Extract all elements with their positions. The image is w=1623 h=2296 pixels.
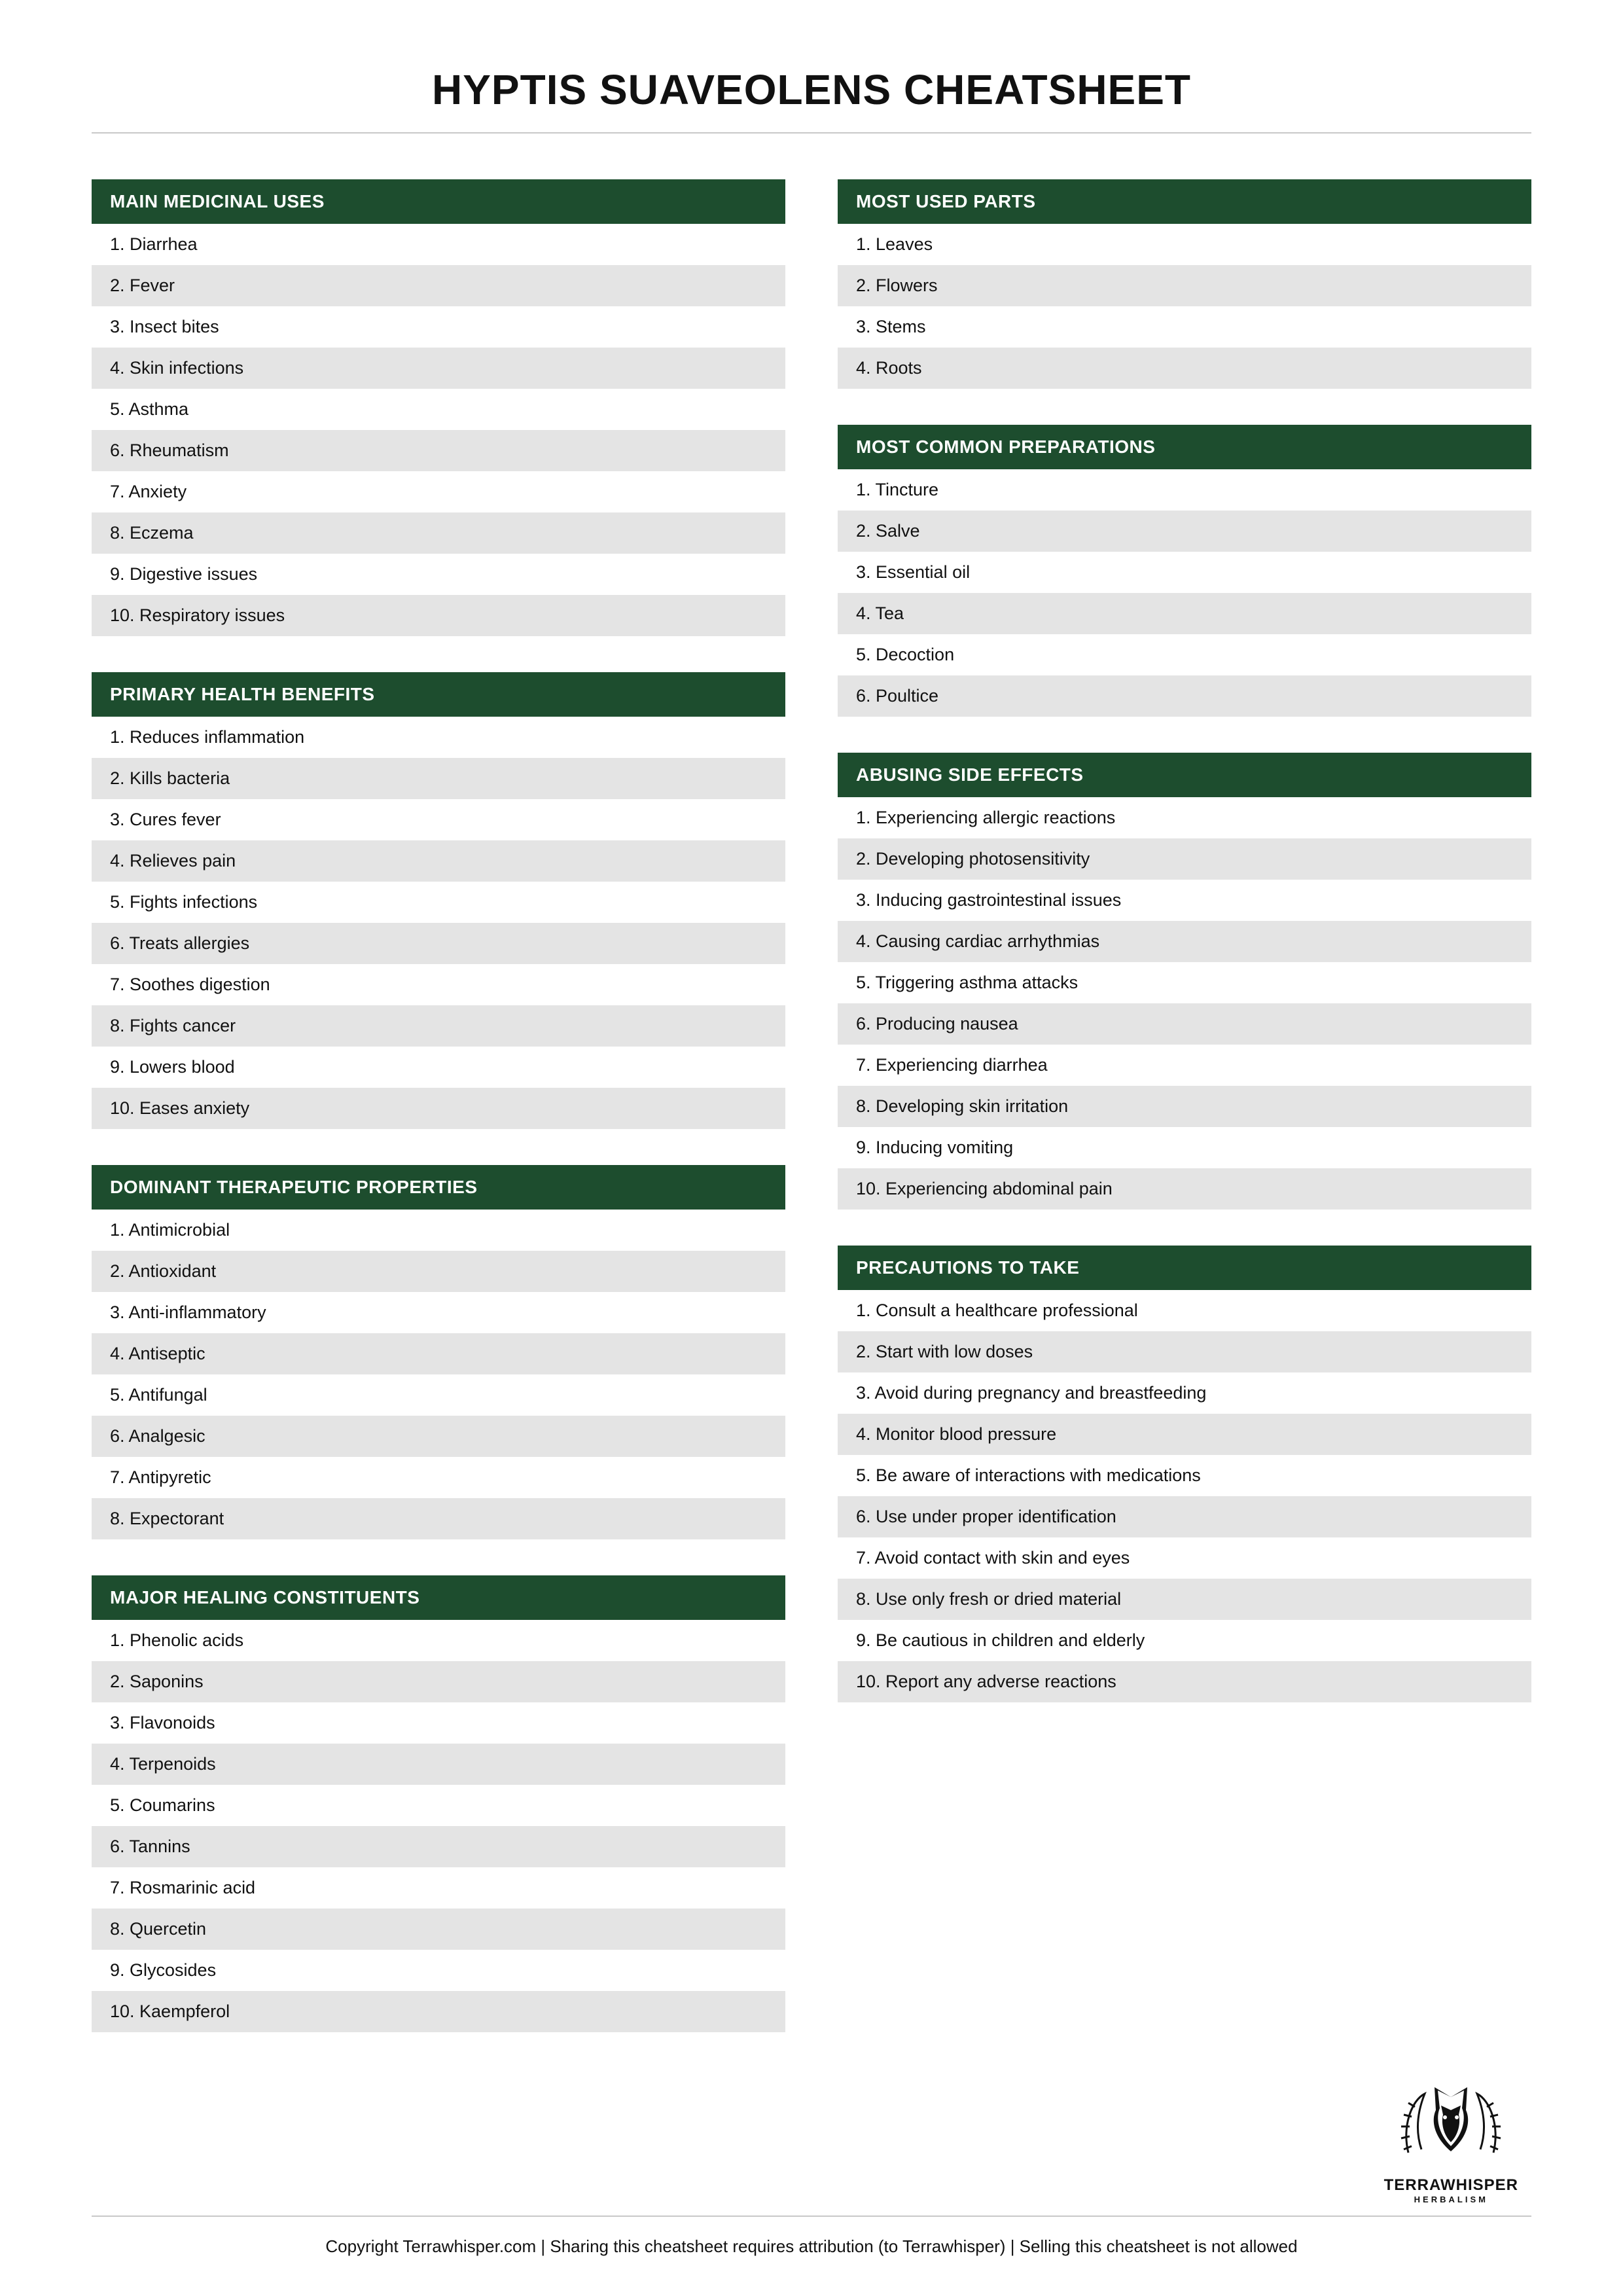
list-item: 10. Kaempferol	[92, 1991, 785, 2032]
list-item: 9. Glycosides	[92, 1950, 785, 1991]
list-item: 5. Fights infections	[92, 882, 785, 923]
list-item: 3. Anti-inflammatory	[92, 1292, 785, 1333]
list-item: 4. Roots	[838, 348, 1531, 389]
section: MOST USED PARTS1. Leaves2. Flowers3. Ste…	[838, 179, 1531, 389]
list-item: 8. Use only fresh or dried material	[838, 1579, 1531, 1620]
list-item: 1. Tincture	[838, 469, 1531, 511]
list-item: 6. Use under proper identification	[838, 1496, 1531, 1537]
list-item: 6. Producing nausea	[838, 1003, 1531, 1045]
list-item: 8. Developing skin irritation	[838, 1086, 1531, 1127]
list-item: 6. Poultice	[838, 675, 1531, 717]
list-item: 2. Kills bacteria	[92, 758, 785, 799]
list-item: 10. Respiratory issues	[92, 595, 785, 636]
list-item: 9. Digestive issues	[92, 554, 785, 595]
list-item: 8. Expectorant	[92, 1498, 785, 1539]
list-item: 3. Inducing gastrointestinal issues	[838, 880, 1531, 921]
fox-laurel-icon	[1389, 2074, 1513, 2172]
list-item: 6. Analgesic	[92, 1416, 785, 1457]
list-item: 7. Avoid contact with skin and eyes	[838, 1537, 1531, 1579]
list-item: 1. Experiencing allergic reactions	[838, 797, 1531, 838]
list-item: 7. Antipyretic	[92, 1457, 785, 1498]
section-header: PRECAUTIONS TO TAKE	[838, 1246, 1531, 1290]
list-item: 3. Avoid during pregnancy and breastfeed…	[838, 1372, 1531, 1414]
list-item: 10. Eases anxiety	[92, 1088, 785, 1129]
right-column: MOST USED PARTS1. Leaves2. Flowers3. Ste…	[838, 179, 1531, 2032]
section-header: MAIN MEDICINAL USES	[92, 179, 785, 224]
footer-area: Copyright Terrawhisper.com | Sharing thi…	[92, 2189, 1531, 2257]
list-item: 7. Experiencing diarrhea	[838, 1045, 1531, 1086]
list-item: 3. Stems	[838, 306, 1531, 348]
list-item: 3. Flavonoids	[92, 1702, 785, 1744]
section: MAIN MEDICINAL USES1. Diarrhea2. Fever3.…	[92, 179, 785, 636]
title-divider	[92, 132, 1531, 134]
page-title: HYPTIS SUAVEOLENS CHEATSHEET	[92, 65, 1531, 114]
section: PRECAUTIONS TO TAKE1. Consult a healthca…	[838, 1246, 1531, 1702]
section-header: MOST USED PARTS	[838, 179, 1531, 224]
list-item: 7. Anxiety	[92, 471, 785, 512]
list-item: 3. Essential oil	[838, 552, 1531, 593]
list-item: 2. Flowers	[838, 265, 1531, 306]
section: DOMINANT THERAPEUTIC PROPERTIES1. Antimi…	[92, 1165, 785, 1539]
list-item: 5. Decoction	[838, 634, 1531, 675]
section: PRIMARY HEALTH BENEFITS1. Reduces inflam…	[92, 672, 785, 1129]
list-item: 4. Relieves pain	[92, 840, 785, 882]
list-item: 6. Treats allergies	[92, 923, 785, 964]
list-item: 7. Rosmarinic acid	[92, 1867, 785, 1909]
list-item: 4. Monitor blood pressure	[838, 1414, 1531, 1455]
list-item: 1. Antimicrobial	[92, 1210, 785, 1251]
list-item: 3. Insect bites	[92, 306, 785, 348]
list-item: 5. Be aware of interactions with medicat…	[838, 1455, 1531, 1496]
list-item: 2. Antioxidant	[92, 1251, 785, 1292]
section: MAJOR HEALING CONSTITUENTS1. Phenolic ac…	[92, 1575, 785, 2032]
list-item: 5. Asthma	[92, 389, 785, 430]
list-item: 5. Antifungal	[92, 1374, 785, 1416]
list-item: 4. Causing cardiac arrhythmias	[838, 921, 1531, 962]
columns-wrap: MAIN MEDICINAL USES1. Diarrhea2. Fever3.…	[92, 179, 1531, 2032]
list-item: 4. Tea	[838, 593, 1531, 634]
list-item: 1. Leaves	[838, 224, 1531, 265]
list-item: 8. Fights cancer	[92, 1005, 785, 1047]
list-item: 1. Phenolic acids	[92, 1620, 785, 1661]
footer-divider	[92, 2215, 1531, 2217]
list-item: 5. Coumarins	[92, 1785, 785, 1826]
list-item: 2. Fever	[92, 265, 785, 306]
list-item: 1. Diarrhea	[92, 224, 785, 265]
section-header: MAJOR HEALING CONSTITUENTS	[92, 1575, 785, 1620]
list-item: 5. Triggering asthma attacks	[838, 962, 1531, 1003]
list-item: 1. Consult a healthcare professional	[838, 1290, 1531, 1331]
list-item: 1. Reduces inflammation	[92, 717, 785, 758]
list-item: 2. Saponins	[92, 1661, 785, 1702]
list-item: 9. Lowers blood	[92, 1047, 785, 1088]
section: MOST COMMON PREPARATIONS1. Tincture2. Sa…	[838, 425, 1531, 717]
list-item: 8. Quercetin	[92, 1909, 785, 1950]
section-header: ABUSING SIDE EFFECTS	[838, 753, 1531, 797]
list-item: 6. Rheumatism	[92, 430, 785, 471]
list-item: 4. Skin infections	[92, 348, 785, 389]
list-item: 8. Eczema	[92, 512, 785, 554]
list-item: 4. Antiseptic	[92, 1333, 785, 1374]
list-item: 4. Terpenoids	[92, 1744, 785, 1785]
list-item: 9. Inducing vomiting	[838, 1127, 1531, 1168]
list-item: 3. Cures fever	[92, 799, 785, 840]
section-header: PRIMARY HEALTH BENEFITS	[92, 672, 785, 717]
section: ABUSING SIDE EFFECTS1. Experiencing alle…	[838, 753, 1531, 1210]
footer-text: Copyright Terrawhisper.com | Sharing thi…	[92, 2236, 1531, 2257]
left-column: MAIN MEDICINAL USES1. Diarrhea2. Fever3.…	[92, 179, 785, 2032]
list-item: 2. Salve	[838, 511, 1531, 552]
list-item: 9. Be cautious in children and elderly	[838, 1620, 1531, 1661]
list-item: 10. Report any adverse reactions	[838, 1661, 1531, 1702]
list-item: 7. Soothes digestion	[92, 964, 785, 1005]
brand-logo: TERRAWHISPER HERBALISM	[1384, 2074, 1518, 2204]
list-item: 10. Experiencing abdominal pain	[838, 1168, 1531, 1210]
list-item: 6. Tannins	[92, 1826, 785, 1867]
section-header: DOMINANT THERAPEUTIC PROPERTIES	[92, 1165, 785, 1210]
list-item: 2. Start with low doses	[838, 1331, 1531, 1372]
list-item: 2. Developing photosensitivity	[838, 838, 1531, 880]
section-header: MOST COMMON PREPARATIONS	[838, 425, 1531, 469]
